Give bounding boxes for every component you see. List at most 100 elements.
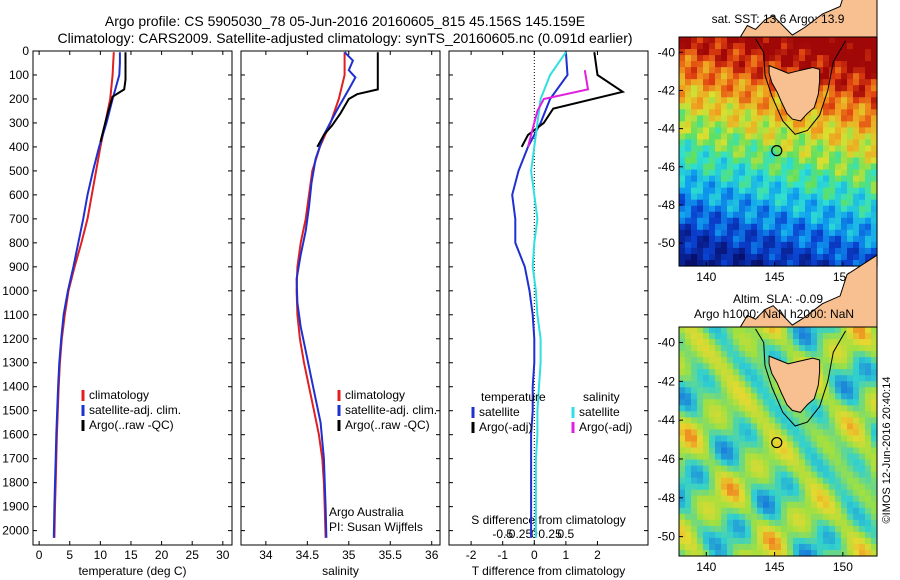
map-cell <box>697 61 704 68</box>
map-cell <box>805 205 812 213</box>
map-cell <box>685 199 692 207</box>
map-cell <box>709 229 716 237</box>
map-cell <box>847 333 854 340</box>
map-cell <box>853 339 860 346</box>
map-cell <box>859 61 866 68</box>
map-cell <box>697 357 704 364</box>
map-cell <box>727 247 734 255</box>
map-cell <box>859 169 866 177</box>
map-cell <box>715 49 722 56</box>
map-cell <box>763 519 770 527</box>
map-cell <box>727 139 734 147</box>
map-cell <box>847 91 854 98</box>
map-cell <box>835 97 842 104</box>
map-cell <box>817 43 824 50</box>
map-cell <box>829 435 836 443</box>
map-cell <box>703 247 710 255</box>
map-cell <box>745 217 752 225</box>
map-cell <box>781 405 788 412</box>
map-cell <box>721 97 728 104</box>
map-cell <box>757 157 764 165</box>
map-cell <box>805 187 812 195</box>
map-cell <box>727 345 734 352</box>
x-tick-label: 0 <box>531 548 538 562</box>
map-cell <box>805 411 812 418</box>
map-cell <box>865 163 872 171</box>
map-cell <box>847 121 854 128</box>
map-cell <box>679 223 686 231</box>
map-cell <box>691 351 698 358</box>
map-cell <box>799 531 806 539</box>
map-cell <box>727 513 734 521</box>
map-cell <box>751 399 758 406</box>
map-cell <box>727 175 734 183</box>
y-tick-label: 200 <box>9 92 29 106</box>
map-cell <box>691 175 698 183</box>
map-cell <box>733 247 740 255</box>
legend-label: Argo(-adj) <box>479 420 532 434</box>
map-cell <box>709 157 716 165</box>
map-cell <box>847 465 854 473</box>
map-cell <box>793 253 800 261</box>
map-cell <box>727 73 734 80</box>
map-cell <box>745 381 752 388</box>
map-cell <box>697 549 704 557</box>
map-cell <box>817 471 824 479</box>
map-cell <box>715 387 722 394</box>
map-cell <box>745 145 752 153</box>
map-cell <box>733 465 740 473</box>
map-cell <box>685 357 692 364</box>
map-cell <box>781 211 788 219</box>
map-cell <box>703 181 710 189</box>
map-cell <box>799 217 806 225</box>
map-cell <box>739 357 746 364</box>
map-cell <box>841 139 848 147</box>
map-cell <box>763 199 770 207</box>
map-cell <box>685 363 692 370</box>
map-cell <box>751 345 758 352</box>
map-cell <box>871 181 878 189</box>
map-cell <box>859 495 866 503</box>
map-cell <box>721 333 728 340</box>
map-cell <box>715 471 722 479</box>
map-cell <box>721 217 728 225</box>
map-cell <box>871 193 878 201</box>
map-cell <box>817 199 824 207</box>
map-cell <box>685 471 692 479</box>
map-cell <box>703 91 710 98</box>
map-cell <box>775 351 782 358</box>
map-cell <box>841 531 848 539</box>
map-cell <box>697 345 704 352</box>
map-cell <box>865 247 872 255</box>
map-cell <box>835 453 842 461</box>
map-cell <box>799 483 806 491</box>
map-cell <box>769 115 776 122</box>
map-cell <box>847 477 854 485</box>
map-cell <box>811 139 818 147</box>
map-cell <box>739 181 746 189</box>
map-cell <box>799 259 806 267</box>
map-cell <box>757 447 764 455</box>
map-cell <box>691 43 698 50</box>
map-cell <box>799 133 806 141</box>
x-tick-label: 5 <box>66 548 73 562</box>
map-cell <box>685 441 692 449</box>
map-cell <box>817 357 824 364</box>
map-cell <box>829 91 836 98</box>
map-cell <box>715 369 722 376</box>
map-cell <box>787 229 794 237</box>
map-cell <box>799 441 806 449</box>
map-cell <box>835 199 842 207</box>
map-cell <box>727 399 734 406</box>
map-cell <box>817 241 824 249</box>
map-cell <box>775 423 782 431</box>
map-cell <box>823 477 830 485</box>
map-cell <box>691 73 698 80</box>
map-cell <box>811 435 818 443</box>
map-cell <box>871 441 878 449</box>
map-cell <box>733 543 740 551</box>
map-cell <box>745 393 752 400</box>
map-cell <box>703 253 710 261</box>
map-cell <box>817 37 824 44</box>
map-cell <box>697 85 704 92</box>
